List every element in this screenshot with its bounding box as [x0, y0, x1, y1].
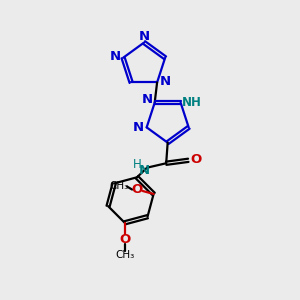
Text: N: N: [139, 164, 150, 177]
Text: H: H: [132, 158, 141, 171]
Text: CH₃: CH₃: [115, 250, 134, 260]
Text: CH₃: CH₃: [109, 181, 128, 191]
Text: O: O: [119, 232, 130, 245]
Text: N: N: [160, 74, 171, 88]
Text: NH: NH: [182, 96, 202, 109]
Text: N: N: [142, 93, 153, 106]
Text: N: N: [109, 50, 120, 63]
Text: O: O: [132, 183, 143, 196]
Text: N: N: [139, 29, 150, 43]
Text: N: N: [133, 121, 144, 134]
Text: O: O: [190, 153, 201, 166]
